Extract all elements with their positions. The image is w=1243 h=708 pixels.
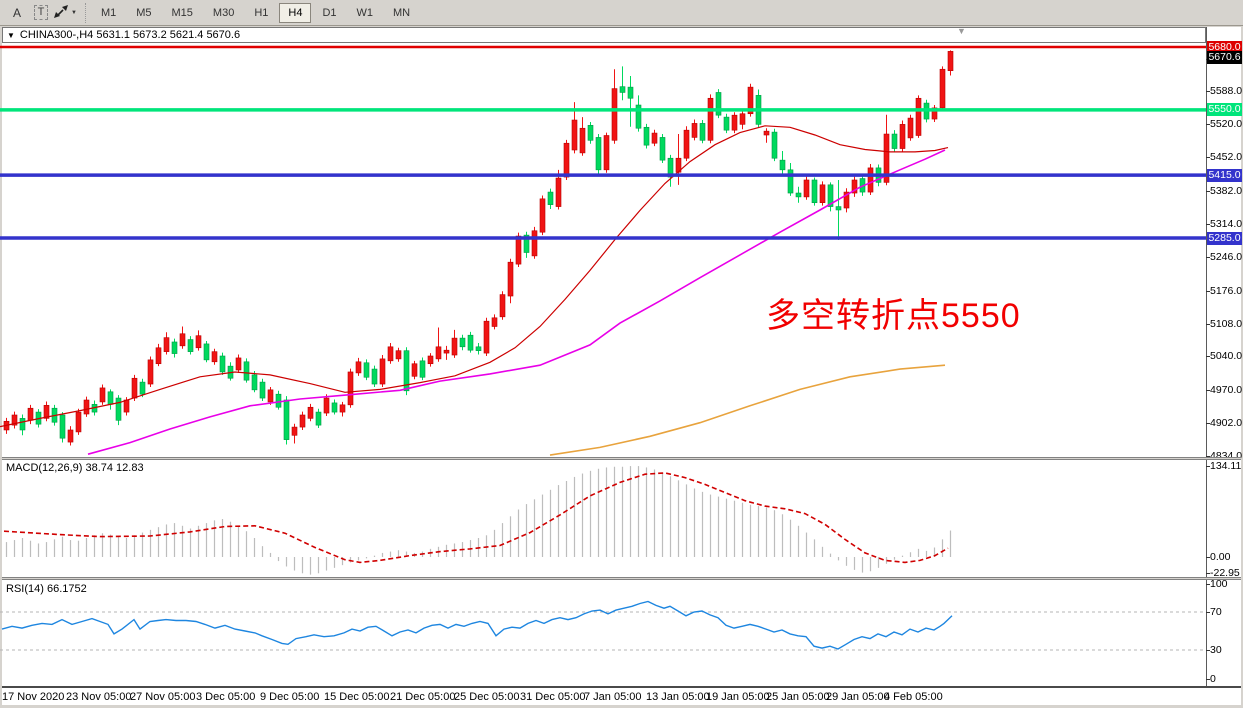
price-tick-label: 4902.0	[1210, 417, 1243, 430]
time-axis-label: 19 Jan 05:00	[706, 691, 770, 703]
price-tick-label: 4970.0	[1210, 384, 1243, 397]
axis-tick-mark	[1206, 465, 1210, 467]
macd-histogram	[5, 466, 952, 575]
macd-indicator-label: MACD(12,26,9) 38.74 12.83	[6, 462, 144, 474]
candles-group	[3, 50, 954, 446]
price-badge: 5670.6	[1207, 51, 1242, 65]
timeframe-button-m15[interactable]: M15	[171, 6, 193, 19]
rsi-tick-label: 100	[1210, 577, 1228, 590]
time-axis-label: 25 Dec 05:00	[454, 691, 520, 703]
ma-magenta-line	[87, 149, 946, 455]
axis-tick-mark	[1206, 390, 1210, 392]
rsi-tick-label: 70	[1210, 606, 1222, 618]
panel-divider[interactable]	[2, 457, 1241, 460]
chart-title-strip: ▼ CHINA300-,H4 5631.1 5673.2 5621.4 5670…	[2, 27, 1206, 43]
price-tick-label: 5588.0	[1210, 85, 1243, 98]
letter-a-icon: A	[12, 5, 21, 20]
timeframe-button-mn[interactable]: MN	[393, 6, 411, 19]
time-axis-label: 17 Nov 2020	[2, 691, 65, 703]
time-axis-divider	[2, 686, 1241, 688]
text-tool-button[interactable]: A	[5, 2, 29, 23]
time-axis-label: 27 Nov 05:00	[130, 691, 196, 703]
timeframe-button-w1[interactable]: W1	[356, 6, 374, 19]
price-badge: 5415.0	[1207, 168, 1242, 182]
time-axis-label: 9 Dec 05:00	[260, 691, 320, 703]
rsi-tick-label: 30	[1210, 644, 1222, 656]
time-axis-label: 23 Nov 05:00	[66, 691, 132, 703]
axis-tick-mark	[1206, 456, 1210, 458]
price-tick-label: 5520.0	[1210, 118, 1243, 131]
time-axis-label: 3 Dec 05:00	[196, 691, 256, 703]
macd-tick-label: -22.95	[1210, 566, 1240, 579]
axis-tick-mark	[1206, 256, 1210, 258]
rsi-line	[1, 600, 953, 650]
annotation-text[interactable]: 多空转折点5550	[766, 297, 1021, 335]
price-tick-label: 5108.0	[1210, 317, 1243, 330]
macd-tick-label: 0.00	[1210, 551, 1231, 563]
axis-tick-mark	[1206, 678, 1210, 680]
collapse-arrow-icon[interactable]: ▼	[7, 30, 15, 40]
axis-tick-mark	[1206, 91, 1210, 93]
axis-tick-mark	[1206, 650, 1210, 651]
timeframe-button-d1[interactable]: D1	[322, 6, 337, 19]
macd-signal-line	[3, 472, 949, 564]
chevron-down-icon: ▼	[71, 9, 77, 16]
axis-tick-mark	[1206, 356, 1210, 358]
time-axis-label: 31 Dec 05:00	[520, 691, 586, 703]
axis-tick-mark	[1206, 583, 1210, 585]
chart-canvas[interactable]	[2, 27, 1241, 705]
arrows-icon	[54, 4, 69, 21]
price-tick-label: 5382.0	[1210, 185, 1243, 198]
time-axis-label: 21 Dec 05:00	[390, 691, 456, 703]
time-axis-label: 25 Jan 05:00	[766, 691, 830, 703]
price-tick-label: 5452.0	[1210, 151, 1243, 164]
object-anchor-icon: ▼	[957, 26, 966, 36]
rsi-tick-label: 0	[1210, 672, 1216, 685]
axis-tick-mark	[1206, 557, 1210, 558]
axis-tick-mark	[1206, 191, 1210, 193]
price-tick-label: 5246.0	[1210, 250, 1243, 263]
ma-red-line	[0, 125, 949, 428]
arrow-objects-button[interactable]: ▼	[53, 2, 78, 23]
axis-tick-mark	[1206, 290, 1210, 292]
time-axis-label: 29 Jan 05:00	[826, 691, 890, 703]
timeframe-button-h1[interactable]: H1	[254, 6, 269, 19]
axis-tick-mark	[1206, 223, 1210, 225]
macd-tick-label: 134.11	[1210, 459, 1242, 472]
price-tick-label: 5314.0	[1210, 217, 1243, 230]
toolbar: A T ▼ M1 M5 M15 M30 H1 H4 D1 W1 MN	[0, 0, 1243, 26]
axis-tick-mark	[1206, 323, 1210, 325]
price-badge: 5680.0	[1207, 40, 1242, 54]
timeframe-button-m30[interactable]: M30	[212, 6, 235, 19]
price-tick-label: 5176.0	[1210, 284, 1243, 297]
timeframe-button-m5[interactable]: M5	[136, 6, 152, 19]
ma-orange-line	[549, 364, 946, 456]
timeframe-button-h4[interactable]: H4	[279, 2, 312, 23]
timeframe-button-m1[interactable]: M1	[100, 6, 117, 19]
axis-tick-mark	[1206, 612, 1210, 613]
price-badge: 5550.0	[1207, 103, 1242, 117]
time-axis-label: 4 Feb 05:00	[884, 691, 943, 703]
time-axis-label: 15 Dec 05:00	[324, 691, 390, 703]
price-tick-label: 5040.0	[1210, 350, 1243, 363]
axis-tick-mark	[1206, 572, 1210, 574]
chart-title: CHINA300-,H4 5631.1 5673.2 5621.4 5670.6	[19, 29, 241, 41]
panel-divider[interactable]	[2, 577, 1241, 580]
axis-tick-mark	[1206, 157, 1210, 159]
price-badge: 5285.0	[1207, 231, 1242, 245]
axis-tick-mark	[1206, 423, 1210, 425]
text-label-tool-button[interactable]: T	[29, 2, 53, 23]
time-axis-label: 7 Jan 05:00	[584, 691, 642, 703]
time-axis-label: 13 Jan 05:00	[646, 691, 710, 703]
timeframe-buttons: M1 M5 M15 M30 H1 H4 D1 W1 MN	[91, 2, 420, 23]
text-box-icon: T	[33, 5, 49, 20]
rsi-indicator-label: RSI(14) 66.1752	[6, 583, 87, 595]
toolbar-separator	[80, 2, 86, 23]
axis-tick-mark	[1206, 124, 1210, 126]
